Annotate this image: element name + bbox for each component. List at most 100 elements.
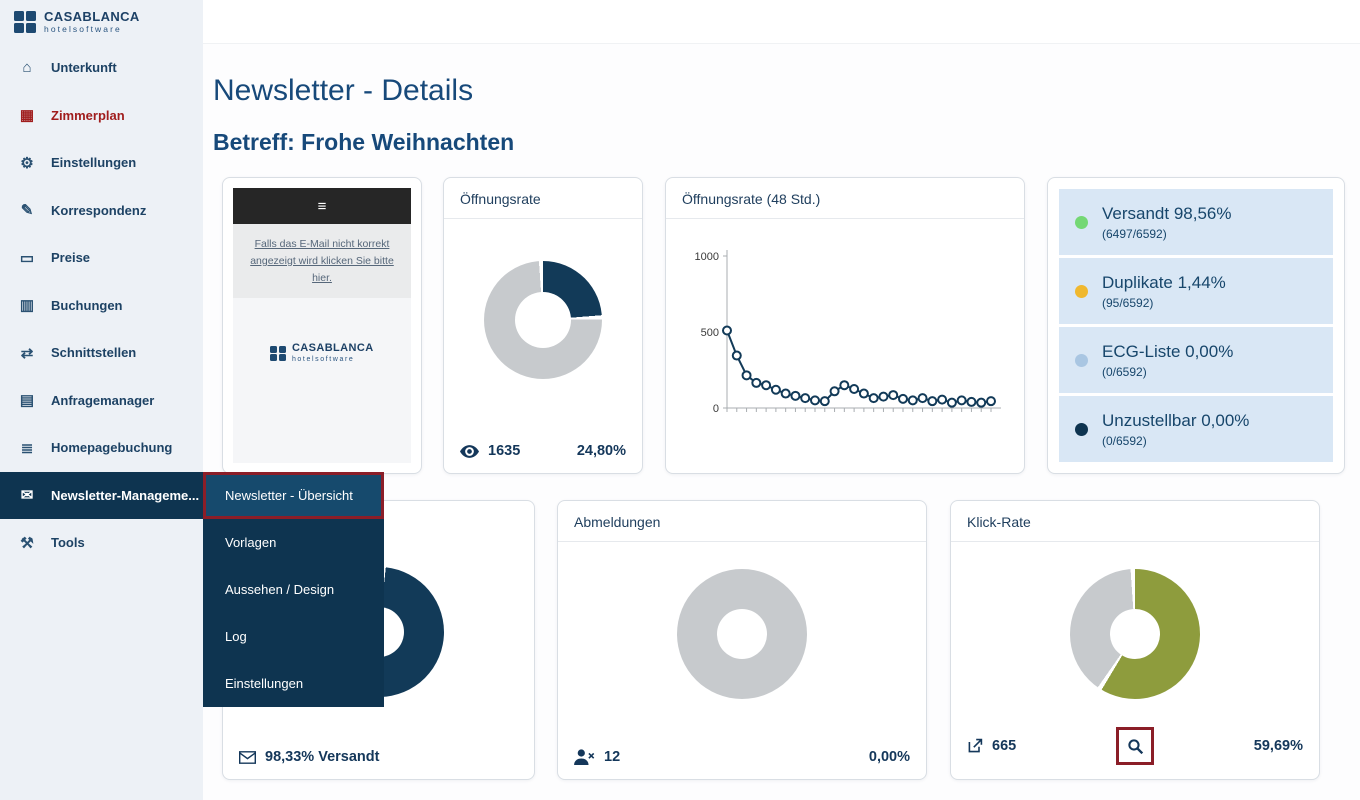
stat-row-ecg-liste: ECG-Liste 0,00% (0/6592) [1059,327,1333,393]
sidebar-item-label: Buchungen [51,297,123,313]
submenu-label: Newsletter - Übersicht [225,487,353,503]
eye-icon [460,444,479,458]
stat-ratio: (0/6592) [1102,364,1147,379]
email-preview-body: CASABLANCA hotelsoftware [233,298,411,463]
klick-rate-card: Klick-Rate 665 59,69% [950,500,1320,780]
brand-name: CASABLANCA [291,342,374,355]
sidebar-item-label: Anfragemanager [51,392,155,408]
submenu-label: Log [225,628,247,644]
sidebar-item-anfragemanager[interactable]: ▤ Anfragemanager [0,377,203,425]
click-details-search-button[interactable] [1116,727,1154,765]
svg-text:500: 500 [701,327,719,339]
submenu-einstellungen[interactable]: Einstellungen [203,660,384,707]
top-bar [203,0,1360,44]
unsubscribe-count: 12 [604,749,621,765]
hamburger-menu-icon: ≡ [317,197,327,215]
homepage-booking-icon: ≣ [20,439,34,457]
open-rate-card: Öffnungsrate 1635 24,80% [443,177,643,474]
card-title: Öffnungsrate [444,178,642,219]
brand-subtitle: hotelsoftware [291,356,355,364]
card-title: Abmeldungen [558,501,926,542]
stat-label: Duplikate 1,44% [1102,272,1226,292]
sidebar-item-tools[interactable]: ⚒ Tools [0,519,203,567]
inquiry-manager-icon: ▤ [19,392,35,410]
open-rate-donut-chart [484,260,602,379]
sidebar-item-buchungen[interactable]: ▥ Buchungen [0,282,203,330]
page-title: Newsletter - Details [213,74,474,107]
app-logo: CASABLANCA hotelsoftware [0,0,203,44]
accommodation-icon: ⌂ [22,59,32,77]
stat-label: ECG-Liste 0,00% [1102,341,1234,361]
sidebar-item-label: Unterkunft [51,60,117,76]
sidebar-item-homepagebuchung[interactable]: ≣ Homepagebuchung [0,424,203,472]
stat-ratio: (6497/6592) [1102,226,1167,241]
submenu-label: Vorlagen [225,534,277,550]
bookings-icon: ▥ [19,297,35,315]
submenu-aussehen-design[interactable]: Aussehen / Design [203,566,384,613]
abmeldungen-donut-chart [677,569,807,699]
newsletter-subject: Betreff: Frohe Weihnachten [213,129,515,155]
sidebar-item-newsletter-management[interactable]: ✉ Newsletter-Manageme... [0,471,203,519]
brand-text: CASABLANCA hotelsoftware [44,10,140,34]
submenu-log[interactable]: Log [203,613,384,660]
stat-row-versandt: Versandt 98,56% (6497/6592) [1059,189,1333,255]
card-title: Öffnungsrate (48 Std.) [666,178,1024,219]
sidebar-item-zimmerplan[interactable]: ▦ Zimmerplan [0,92,203,140]
stat-ratio: (0/6592) [1102,433,1147,448]
correspondence-icon: ✎ [20,202,34,220]
svg-text:0: 0 [713,403,719,415]
sidebar-item-schnittstellen[interactable]: ⇄ Schnittstellen [0,329,203,377]
email-view-in-browser-link[interactable]: Falls das E-Mail nicht korrekt angezeigt… [233,224,411,299]
magnifier-icon [1127,738,1143,754]
stat-label: Unzustellbar 0,00% [1102,410,1250,430]
brand-subtitle: hotelsoftware [44,24,122,35]
klick-rate-donut-chart [1070,569,1200,699]
sidebar-item-label: Korrespondenz [51,202,147,218]
email-preview-card: ≡ Falls das E-Mail nicht korrekt angezei… [222,177,422,474]
open-rate-percent: 24,80% [576,443,626,459]
sidebar-item-label: Schnittstellen [51,345,137,361]
card-title: Klick-Rate [951,501,1319,542]
settings-icon: ⚙ [20,154,34,172]
submenu-label: Aussehen / Design [225,581,335,597]
stat-row-unzustellbar: Unzustellbar 0,00% (0/6592) [1059,396,1333,462]
sidebar-item-label: Einstellungen [51,155,137,171]
versand-percent-label: 98,33% Versandt [265,749,380,765]
email-logo: CASABLANCA hotelsoftware [270,343,373,363]
sidebar-item-label: Newsletter-Manageme... [51,487,200,503]
sidebar-item-unterkunft[interactable]: ⌂ Unterkunft [0,44,203,92]
green-status-dot [1075,215,1088,229]
sidebar: CASABLANCA hotelsoftware ⌂ Unterkunft ▦ Zi… [0,0,203,800]
interfaces-icon: ⇄ [20,344,34,362]
stat-label: Versandt 98,56% [1102,203,1232,223]
sidebar-item-label: Preise [51,250,91,266]
casablanca-logo-icon [14,11,36,33]
roomplan-icon: ▦ [19,107,35,125]
sidebar-item-preise[interactable]: ▭ Preise [0,234,203,282]
sidebar-nav: ⌂ Unterkunft ▦ Zimmerplan ⚙ Einstellungen ✎… [0,44,203,567]
submenu-newsletter-uebersicht[interactable]: Newsletter - Übersicht [203,471,384,519]
email-preview-header: ≡ [233,188,411,224]
submenu-label: Einstellungen [225,675,304,691]
stat-ratio: (95/6592) [1102,295,1154,310]
person-remove-icon [574,749,595,765]
tools-icon: ⚒ [20,534,34,552]
sidebar-item-label: Tools [51,535,85,551]
open-rate-48h-line-chart: 0 500 1000 [679,242,1011,449]
blue-status-dot [1075,353,1088,367]
unsubscribe-percent: 0,00% [868,749,910,765]
brand-name: CASABLANCA [44,9,140,25]
external-link-icon [968,738,983,753]
delivery-stats-card: Versandt 98,56% (6497/6592) Duplikate 1,4… [1047,177,1345,474]
sidebar-item-label: Homepagebuchung [51,440,173,456]
sidebar-item-korrespondenz[interactable]: ✎ Korrespondenz [0,187,203,235]
newsletter-submenu: Newsletter - Übersicht Vorlagen Aussehen… [203,471,384,707]
navy-status-dot [1075,422,1088,436]
svg-text:1000: 1000 [695,251,719,263]
submenu-vorlagen[interactable]: Vorlagen [203,519,384,566]
stat-row-duplikate: Duplikate 1,44% (95/6592) [1059,258,1333,324]
casablanca-logo-icon [270,345,286,362]
open-count: 1635 [488,443,521,459]
prices-icon: ▭ [19,249,35,267]
sidebar-item-einstellungen[interactable]: ⚙ Einstellungen [0,139,203,187]
